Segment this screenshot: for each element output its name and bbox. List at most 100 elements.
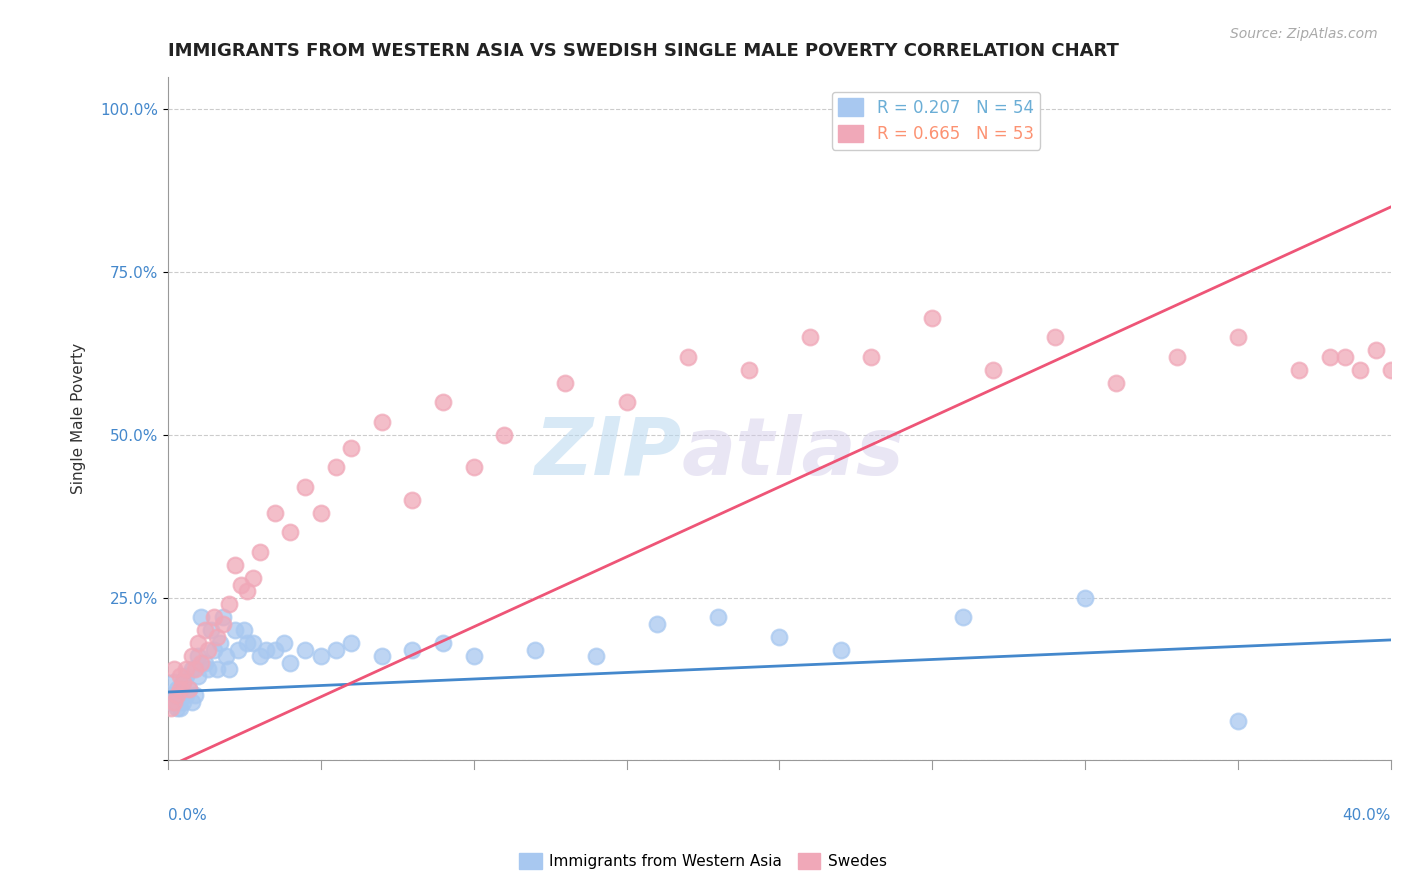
Point — [172, 675, 194, 690]
Point — [197, 662, 219, 676]
Point — [184, 662, 207, 676]
Point — [585, 649, 607, 664]
Point — [184, 688, 207, 702]
Point — [768, 630, 790, 644]
Point — [371, 415, 394, 429]
Text: 0.0%: 0.0% — [167, 808, 207, 823]
Point — [1074, 591, 1097, 605]
Text: 40.0%: 40.0% — [1343, 808, 1391, 823]
Point — [676, 350, 699, 364]
Point — [212, 616, 235, 631]
Point — [1105, 376, 1128, 390]
Point — [163, 695, 186, 709]
Point — [187, 636, 209, 650]
Point — [160, 701, 183, 715]
Point — [174, 688, 197, 702]
Point — [172, 675, 194, 690]
Text: Source: ZipAtlas.com: Source: ZipAtlas.com — [1230, 27, 1378, 41]
Point — [983, 362, 1005, 376]
Point — [401, 492, 423, 507]
Point — [371, 649, 394, 664]
Legend: R = 0.207   N = 54, R = 0.665   N = 53: R = 0.207 N = 54, R = 0.665 N = 53 — [831, 92, 1040, 150]
Point — [278, 525, 301, 540]
Point — [193, 623, 215, 637]
Point — [554, 376, 576, 390]
Point — [172, 695, 194, 709]
Point — [294, 642, 316, 657]
Point — [325, 642, 347, 657]
Point — [169, 701, 191, 715]
Point — [190, 656, 212, 670]
Point — [830, 642, 852, 657]
Point — [738, 362, 761, 376]
Point — [163, 662, 186, 676]
Point — [166, 701, 188, 715]
Point — [169, 681, 191, 696]
Text: ZIP: ZIP — [534, 414, 682, 491]
Point — [325, 460, 347, 475]
Point — [166, 681, 188, 696]
Point — [205, 630, 228, 644]
Point — [494, 427, 516, 442]
Point — [799, 330, 821, 344]
Point — [181, 662, 204, 676]
Point — [179, 681, 201, 696]
Point — [463, 649, 485, 664]
Point — [181, 649, 204, 664]
Point — [254, 642, 277, 657]
Point — [218, 597, 240, 611]
Point — [242, 636, 264, 650]
Point — [174, 662, 197, 676]
Point — [215, 649, 238, 664]
Point — [278, 656, 301, 670]
Point — [181, 695, 204, 709]
Point — [1043, 330, 1066, 344]
Point — [860, 350, 883, 364]
Point — [197, 642, 219, 657]
Point — [193, 656, 215, 670]
Point — [202, 642, 225, 657]
Point — [264, 642, 287, 657]
Point — [340, 441, 363, 455]
Point — [174, 669, 197, 683]
Point — [1288, 362, 1310, 376]
Point — [187, 669, 209, 683]
Point — [166, 688, 188, 702]
Point — [294, 480, 316, 494]
Point — [187, 649, 209, 664]
Point — [463, 460, 485, 475]
Point — [340, 636, 363, 650]
Point — [200, 623, 222, 637]
Point — [1379, 362, 1402, 376]
Point — [921, 310, 943, 325]
Point — [190, 610, 212, 624]
Point — [645, 616, 668, 631]
Point — [1319, 350, 1341, 364]
Point — [264, 506, 287, 520]
Point — [163, 675, 186, 690]
Point — [212, 610, 235, 624]
Point — [218, 662, 240, 676]
Point — [236, 584, 259, 599]
Point — [309, 649, 332, 664]
Point — [309, 506, 332, 520]
Point — [163, 688, 186, 702]
Point — [231, 577, 253, 591]
Point — [205, 662, 228, 676]
Point — [249, 649, 271, 664]
Point — [1166, 350, 1188, 364]
Point — [224, 558, 246, 572]
Point — [523, 642, 546, 657]
Point — [224, 623, 246, 637]
Legend: Immigrants from Western Asia, Swedes: Immigrants from Western Asia, Swedes — [513, 847, 893, 875]
Point — [1334, 350, 1357, 364]
Point — [1227, 714, 1250, 729]
Point — [1227, 330, 1250, 344]
Point — [616, 395, 638, 409]
Point — [242, 571, 264, 585]
Y-axis label: Single Male Poverty: Single Male Poverty — [72, 343, 86, 494]
Point — [160, 695, 183, 709]
Point — [1350, 362, 1372, 376]
Point — [169, 669, 191, 683]
Point — [707, 610, 730, 624]
